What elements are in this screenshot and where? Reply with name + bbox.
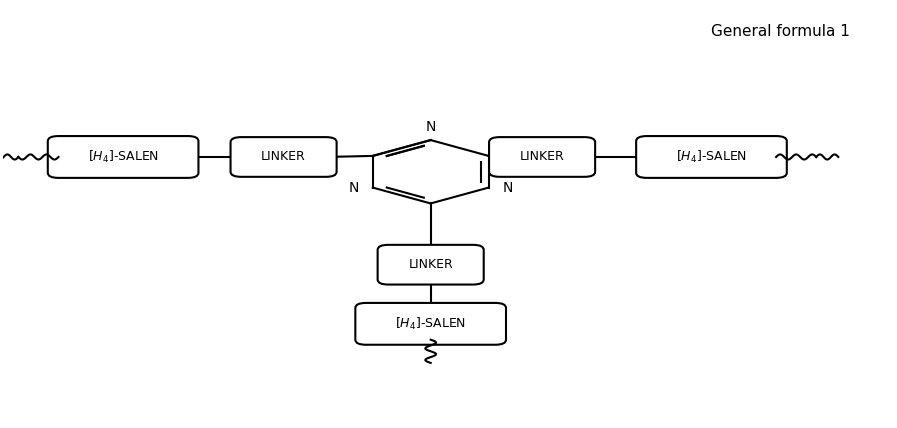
Text: N: N: [502, 181, 513, 195]
Text: N: N: [349, 181, 359, 195]
FancyBboxPatch shape: [355, 303, 506, 345]
Text: LINKER: LINKER: [261, 151, 306, 163]
Text: General formula 1: General formula 1: [710, 24, 849, 39]
FancyBboxPatch shape: [489, 137, 595, 177]
Text: N: N: [425, 121, 436, 134]
Text: $[H_4]$-SALEN: $[H_4]$-SALEN: [676, 149, 747, 165]
Text: $[H_4]$-SALEN: $[H_4]$-SALEN: [396, 316, 466, 332]
Text: LINKER: LINKER: [519, 151, 564, 163]
Text: LINKER: LINKER: [408, 258, 453, 271]
FancyBboxPatch shape: [378, 245, 483, 285]
Text: $[H_4]$-SALEN: $[H_4]$-SALEN: [88, 149, 159, 165]
FancyBboxPatch shape: [636, 136, 787, 178]
FancyBboxPatch shape: [231, 137, 336, 177]
FancyBboxPatch shape: [48, 136, 198, 178]
